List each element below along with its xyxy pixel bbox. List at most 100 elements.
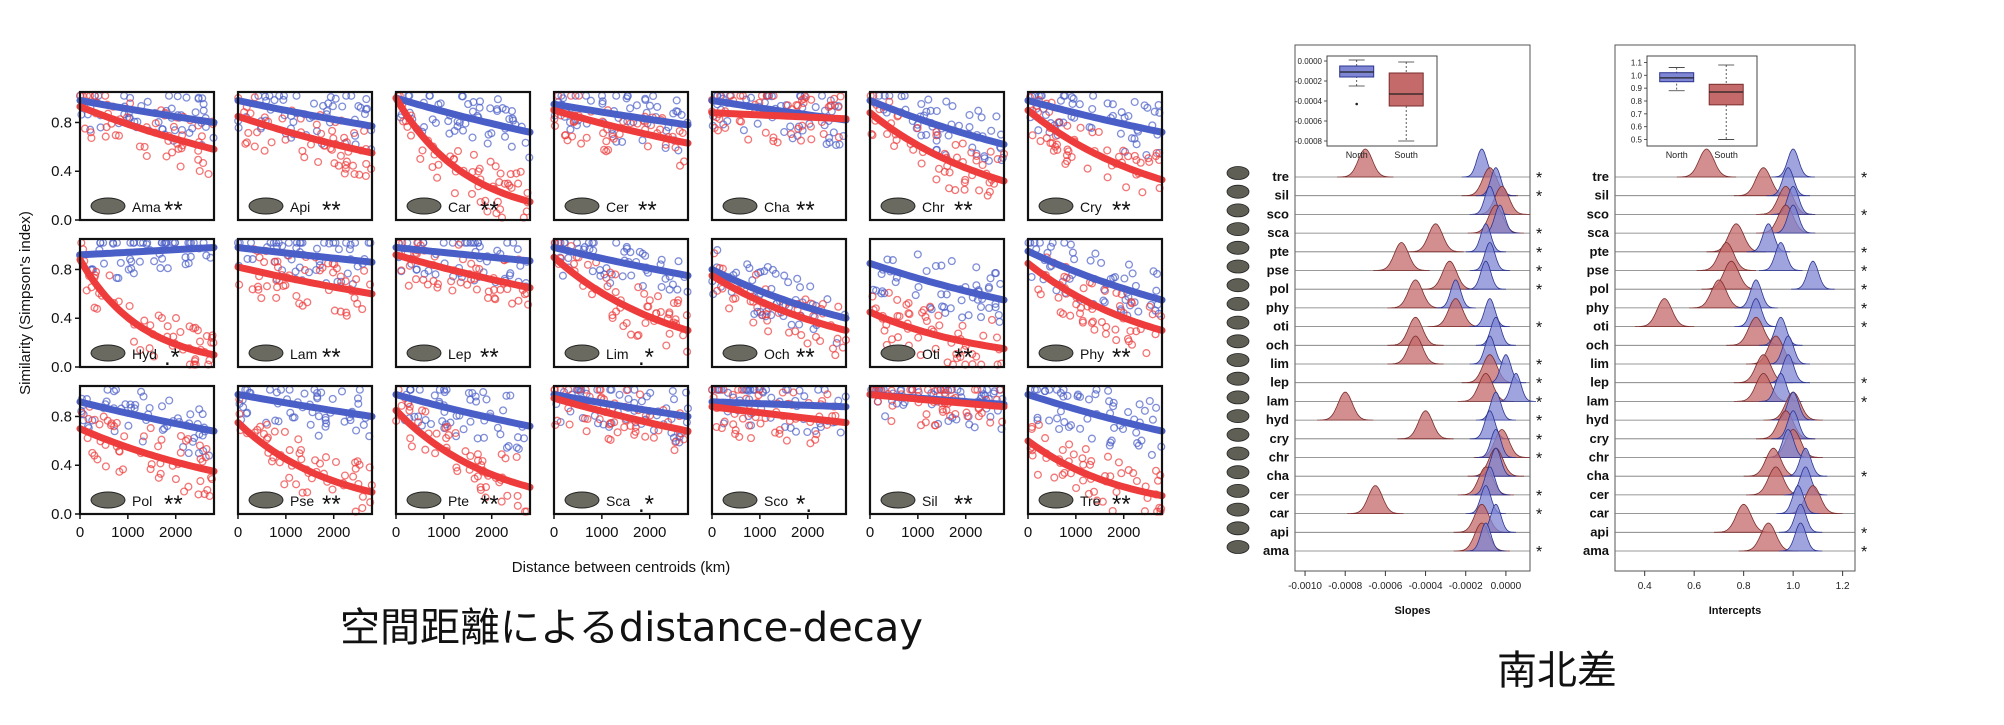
north-point: [620, 247, 629, 256]
south-point: [92, 267, 101, 276]
south-point: [678, 128, 687, 138]
south-point: [1060, 272, 1069, 281]
north-point: [124, 421, 133, 430]
north-density: [1475, 391, 1516, 421]
significance-mark: *.: [796, 491, 812, 518]
north-density: [1771, 185, 1815, 215]
south-point: [331, 457, 341, 467]
south-point: [418, 146, 427, 155]
north-point: [1126, 301, 1135, 310]
north-point: [412, 265, 421, 274]
south-point: [653, 292, 663, 301]
south-point: [111, 131, 120, 140]
north-point: [1147, 450, 1156, 459]
north-point: [922, 130, 931, 139]
south-point: [611, 270, 620, 279]
north-point: [795, 320, 804, 329]
north-density: [1465, 223, 1506, 253]
south-point: [913, 124, 922, 133]
north-fit-line: [1024, 247, 1166, 304]
south-density: [1421, 260, 1478, 290]
south-point: [769, 137, 778, 146]
significance-mark: **: [480, 491, 499, 518]
species-label: pte: [1590, 244, 1610, 259]
panel-frame: [1026, 237, 1164, 369]
north-point: [507, 107, 517, 116]
north-point: [913, 250, 922, 259]
north-point: [1069, 94, 1078, 103]
south-point: [670, 446, 679, 455]
south-point: [151, 119, 160, 128]
south-point: [798, 121, 807, 130]
north-density: [1783, 466, 1828, 496]
south-point: [662, 341, 671, 350]
south-point: [1078, 318, 1087, 327]
north-point: [593, 419, 603, 428]
beetle-icon: [1226, 521, 1250, 536]
south-point: [328, 126, 337, 135]
x-tick-label: 0: [234, 524, 242, 541]
south-point: [491, 162, 500, 171]
south-point: [946, 411, 955, 421]
significance-mark: *: [1861, 544, 1867, 561]
south-point: [1101, 329, 1110, 338]
beetle-icon: [1226, 278, 1250, 293]
north-point: [338, 102, 347, 111]
north-point: [1152, 286, 1161, 295]
north-point: [957, 296, 966, 305]
south-fit-line: [76, 103, 218, 153]
north-point: [1145, 396, 1154, 406]
south-point: [421, 445, 430, 454]
south-density: [1706, 223, 1766, 253]
panel-label: Car: [448, 199, 471, 215]
species-label: phy: [1586, 300, 1610, 315]
south-point: [884, 288, 893, 297]
panel-label: Cha: [764, 199, 790, 215]
south-point: [731, 426, 740, 435]
north-point: [181, 260, 190, 269]
south-point: [397, 266, 406, 275]
south-point: [1065, 440, 1074, 449]
south-point: [551, 420, 560, 429]
y-tick-label: 0.8: [51, 408, 72, 425]
south-point: [341, 164, 350, 173]
south-point: [198, 457, 207, 466]
north-point: [77, 110, 86, 119]
north-point: [475, 103, 484, 112]
north-point: [1066, 421, 1076, 430]
north-point: [976, 313, 986, 322]
x-tick-label: 1000: [427, 524, 460, 541]
north-point: [436, 99, 445, 108]
south-point: [905, 310, 914, 319]
south-fit-line: [866, 308, 1008, 353]
species-label: pol: [1590, 281, 1610, 296]
north-point: [464, 388, 473, 398]
y-tick-label: 0.4: [51, 310, 72, 327]
north-density: [1771, 148, 1815, 178]
south-point: [797, 331, 806, 340]
south-point: [580, 414, 589, 423]
north-point: [653, 102, 662, 111]
north-point: [452, 432, 461, 441]
species-label: cry: [1269, 431, 1289, 446]
north-point: [942, 97, 951, 106]
significance-mark: .*: [638, 344, 654, 371]
panel-phy: Phy **: [1024, 237, 1166, 371]
significance-mark: **: [796, 197, 815, 224]
panel-lep: Lep **: [392, 237, 534, 371]
south-point: [960, 178, 969, 187]
significance-mark: **: [322, 197, 341, 224]
north-point: [564, 253, 573, 263]
south-point: [1126, 326, 1135, 336]
north-point: [186, 410, 195, 419]
south-point: [1144, 154, 1153, 163]
south-point: [818, 299, 827, 309]
significance-mark: *: [1536, 544, 1542, 561]
south-point: [473, 456, 483, 465]
south-point: [336, 307, 345, 316]
north-point: [615, 390, 624, 399]
north-point: [883, 255, 892, 264]
south-density: [1696, 242, 1756, 271]
north-point: [657, 282, 666, 292]
south-point: [728, 390, 737, 399]
